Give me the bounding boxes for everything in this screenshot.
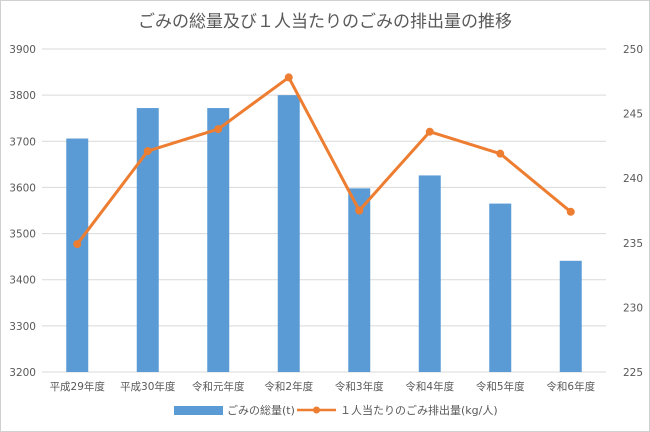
- category-label: 令和5年度: [476, 380, 525, 393]
- category-label: 令和3年度: [335, 380, 384, 393]
- legend-swatch-bars: [174, 406, 223, 415]
- left-tick-label: 3500: [9, 229, 36, 241]
- left-tick-label: 3800: [9, 90, 36, 102]
- category-label: 令和2年度: [264, 380, 313, 393]
- line-point: [496, 149, 505, 158]
- right-tick-label: 235: [623, 238, 643, 250]
- line-point: [425, 127, 434, 136]
- left-tick-label: 3300: [9, 321, 36, 333]
- bar: [559, 260, 582, 372]
- legend-swatch-marker: [313, 406, 320, 414]
- bar: [348, 188, 371, 372]
- bar: [489, 203, 512, 372]
- right-axis-ticks: 225 230 235 240 245 250: [623, 44, 643, 379]
- right-tick-label: 225: [623, 367, 643, 379]
- bar: [418, 175, 441, 372]
- right-tick-label: 250: [623, 44, 643, 56]
- right-tick-label: 230: [623, 302, 643, 314]
- bar: [66, 138, 89, 372]
- left-axis-ticks: 3200 3300 3400 3500 3600 3700 3800 3900: [9, 44, 36, 379]
- category-label: 平成30年度: [120, 380, 176, 393]
- line-point: [566, 207, 575, 216]
- category-label: 令和4年度: [405, 380, 454, 393]
- left-tick-label: 3700: [9, 136, 36, 148]
- left-tick-label: 3400: [9, 275, 36, 287]
- right-tick-label: 245: [623, 109, 643, 121]
- left-tick-label: 3600: [9, 182, 36, 194]
- legend: ごみの総量(t) １人当たりのごみ排出量(kg/人): [174, 403, 498, 417]
- category-label: 令和6年度: [546, 380, 595, 393]
- gridlines: [42, 48, 606, 373]
- line-point: [143, 147, 152, 156]
- bar: [277, 95, 300, 373]
- legend-label-bars: ごみの総量(t): [227, 403, 295, 417]
- line-point: [355, 206, 364, 215]
- left-tick-label: 3200: [9, 367, 36, 379]
- chart-title: ごみの総量及び１人当たりのごみの排出量の推移: [138, 12, 512, 32]
- category-labels: 平成29年度 平成30年度 令和元年度 令和2年度 令和3年度 令和4年度 令和5年度 令和6…: [50, 380, 596, 393]
- series-line: [76, 75, 572, 245]
- bar-series: [66, 95, 582, 373]
- line-point: [284, 73, 293, 82]
- legend-label-line: １人当たりのごみ排出量(kg/人): [340, 403, 498, 417]
- line-series: [73, 73, 575, 249]
- left-tick-label: 3900: [9, 44, 36, 56]
- right-tick-label: 240: [623, 173, 643, 185]
- line-point: [214, 125, 223, 134]
- bar: [207, 108, 230, 372]
- bar: [136, 108, 159, 372]
- line-point: [73, 240, 82, 249]
- category-label: 平成29年度: [50, 380, 106, 393]
- category-label: 令和元年度: [192, 380, 245, 393]
